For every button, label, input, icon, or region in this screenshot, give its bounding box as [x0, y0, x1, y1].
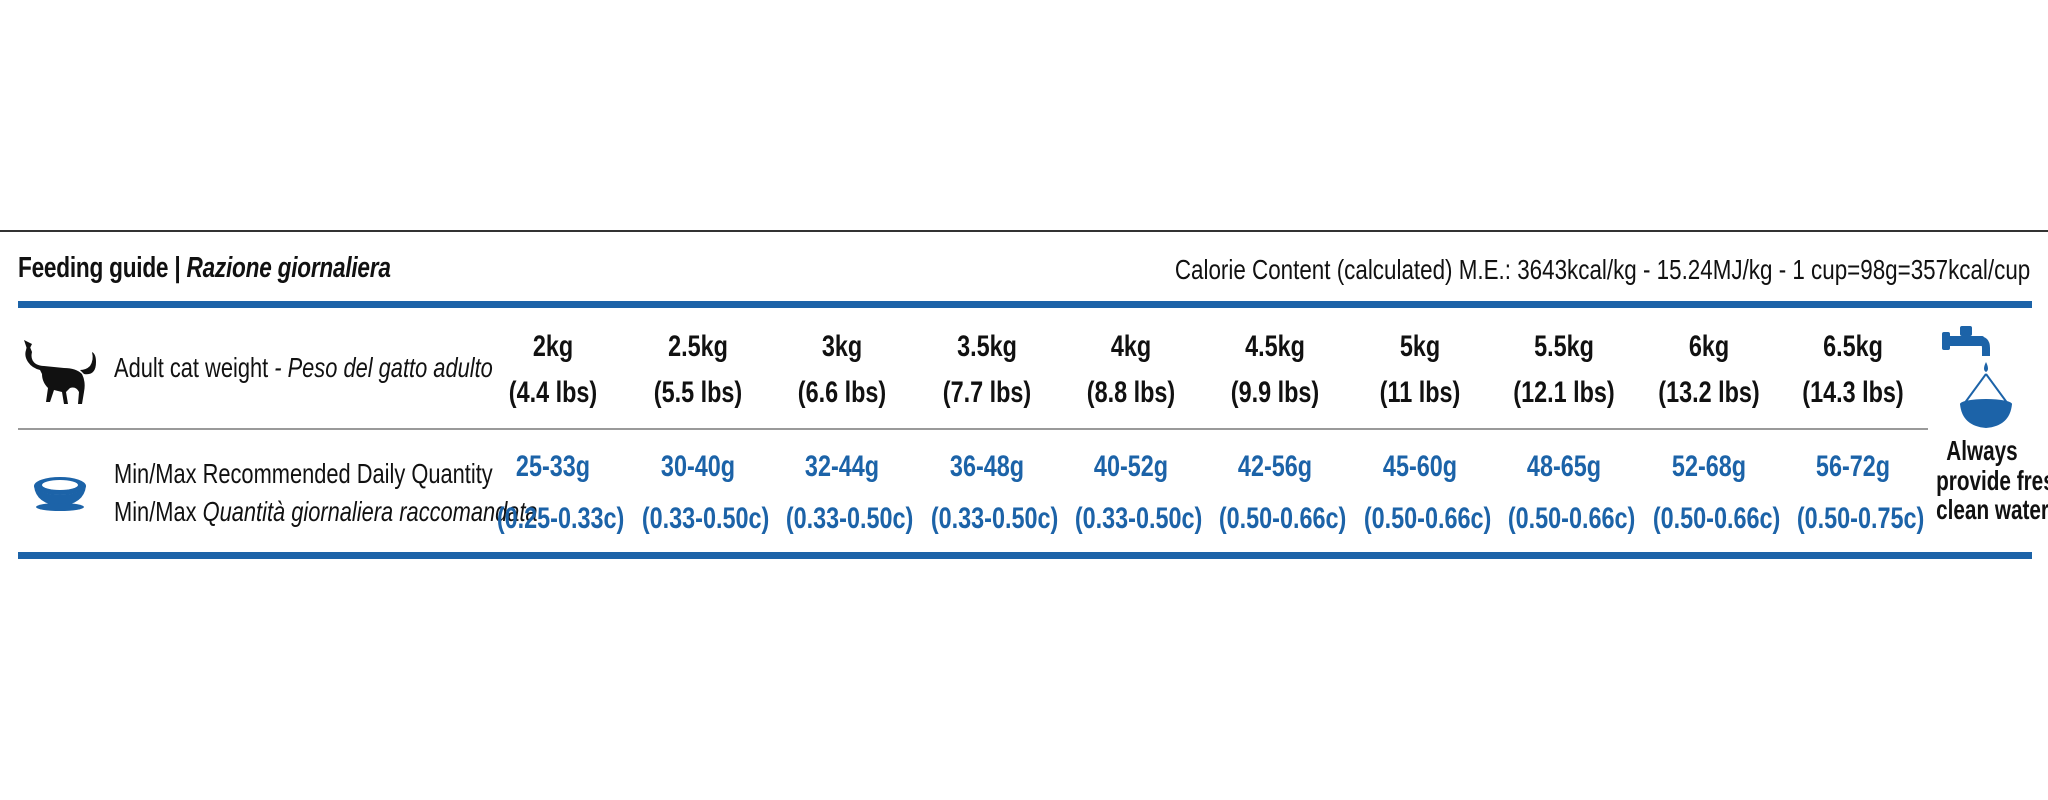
weight-lbs: (13.2 lbs) — [1658, 376, 1760, 409]
weight-lbs: (6.6 lbs) — [797, 376, 887, 409]
quantity-cups: (0.33-0.50c) — [641, 502, 770, 535]
quantity-cell: 32-44g (0.33-0.50c) — [770, 452, 914, 534]
weight-lbs: (11 lbs) — [1379, 376, 1461, 409]
quantity-cups: (0.33-0.50c) — [1074, 502, 1203, 535]
page-title: Feeding guide | Razione giornaliera — [18, 252, 391, 285]
weight-lbs: (7.7 lbs) — [942, 376, 1032, 409]
weight-kg: 3.5kg — [957, 330, 1017, 363]
weight-kg: 4kg — [1110, 330, 1152, 363]
water-line-1: Always — [1946, 435, 2018, 466]
water-line-3: clean water — [1936, 494, 2048, 526]
quantity-cups: (0.33-0.50c) — [785, 502, 914, 535]
weight-kg: 2.5kg — [668, 330, 728, 363]
title-italian: Razione giornaliera — [186, 252, 391, 284]
quantity-cups: (0.25-0.33c) — [496, 502, 625, 535]
top-divider — [0, 230, 2048, 232]
quantity-grams: 56-72g — [1815, 450, 1891, 483]
quantity-cell: 30-40g (0.33-0.50c) — [626, 452, 770, 534]
weight-label-italian: Peso del gatto adulto — [287, 352, 493, 383]
weight-cell: 5kg (11 lbs) — [1348, 332, 1492, 408]
quantity-grams: 32-44g — [804, 450, 880, 483]
weight-lbs: (5.5 lbs) — [653, 376, 743, 409]
water-line-2: provide fresh — [1936, 464, 2048, 496]
quantity-cell: 52-68g (0.50-0.66c) — [1637, 452, 1781, 534]
weight-cell: 2.5kg (5.5 lbs) — [626, 332, 770, 408]
quantity-row-label-italian: Min/Max Quantità giornaliera raccomandat… — [114, 496, 538, 528]
quantity-cups: (0.50-0.66c) — [1652, 502, 1781, 535]
water-reminder: Always provide fresh clean water — [1920, 435, 2048, 526]
row-divider — [18, 428, 1928, 430]
weight-label-english: Adult cat weight — [114, 352, 269, 383]
quantity-cups: (0.50-0.66c) — [1363, 502, 1492, 535]
food-bowl-icon — [34, 477, 86, 511]
weight-kg: 5.5kg — [1534, 330, 1594, 363]
quantity-label-prefix: Min/Max — [114, 496, 203, 527]
quantity-cell: 56-72g (0.50-0.75c) — [1781, 452, 1925, 534]
water-tap-bowl-icon — [1942, 326, 2012, 428]
weight-cell: 6.5kg (14.3 lbs) — [1781, 332, 1925, 408]
quantity-cell: 36-48g (0.33-0.50c) — [915, 452, 1059, 534]
weight-cell: 3.5kg (7.7 lbs) — [915, 332, 1059, 408]
weight-kg: 4.5kg — [1245, 330, 1305, 363]
quantity-grams: 36-48g — [949, 450, 1025, 483]
weight-cell: 4kg (8.8 lbs) — [1059, 332, 1203, 408]
quantity-cell: 48-65g (0.50-0.66c) — [1492, 452, 1636, 534]
weight-lbs: (4.4 lbs) — [508, 376, 598, 409]
weight-cell: 4.5kg (9.9 lbs) — [1203, 332, 1347, 408]
calorie-content: Calorie Content (calculated) M.E.: 3643k… — [1174, 254, 2030, 285]
quantity-label-italian-text: Quantità giornaliera raccomandata — [202, 496, 538, 527]
title-english: Feeding guide | — [18, 252, 187, 284]
weight-lbs: (12.1 lbs) — [1513, 376, 1615, 409]
weight-lbs: (9.9 lbs) — [1230, 376, 1320, 409]
quantity-grams: 25-33g — [515, 450, 591, 483]
quantity-row-label-english: Min/Max Recommended Daily Quantity — [114, 458, 493, 489]
quantity-grams: 30-40g — [660, 450, 736, 483]
table-top-bar — [18, 301, 2032, 308]
weight-lbs: (14.3 lbs) — [1802, 376, 1904, 409]
weight-lbs: (8.8 lbs) — [1086, 376, 1176, 409]
quantity-grams: 40-52g — [1093, 450, 1169, 483]
quantity-grams: 42-56g — [1237, 450, 1313, 483]
weight-row-label: Adult cat weight - Peso del gatto adulto — [114, 352, 493, 384]
quantity-cell: 25-33g (0.25-0.33c) — [481, 452, 625, 534]
weight-cell: 5.5kg (12.1 lbs) — [1492, 332, 1636, 408]
quantity-cups: (0.50-0.66c) — [1218, 502, 1347, 535]
weight-kg: 6kg — [1688, 330, 1730, 363]
quantity-grams: 45-60g — [1382, 450, 1458, 483]
weight-label-separator: - — [268, 352, 288, 383]
weight-kg: 2kg — [532, 330, 574, 363]
quantity-cups: (0.50-0.75c) — [1796, 502, 1925, 535]
quantity-grams: 52-68g — [1671, 450, 1747, 483]
weight-cell: 3kg (6.6 lbs) — [770, 332, 914, 408]
cat-silhouette-icon — [24, 340, 96, 404]
quantity-cell: 40-52g (0.33-0.50c) — [1059, 452, 1203, 534]
quantity-cell: 45-60g (0.50-0.66c) — [1348, 452, 1492, 534]
weight-kg: 3kg — [821, 330, 863, 363]
weight-cell: 6kg (13.2 lbs) — [1637, 332, 1781, 408]
quantity-cups: (0.33-0.50c) — [930, 502, 1059, 535]
weight-cell: 2kg (4.4 lbs) — [481, 332, 625, 408]
quantity-cups: (0.50-0.66c) — [1507, 502, 1636, 535]
quantity-cell: 42-56g (0.50-0.66c) — [1203, 452, 1347, 534]
quantity-grams: 48-65g — [1526, 450, 1602, 483]
weight-kg: 6.5kg — [1823, 330, 1883, 363]
table-bottom-bar — [18, 552, 2032, 559]
weight-kg: 5kg — [1399, 330, 1441, 363]
